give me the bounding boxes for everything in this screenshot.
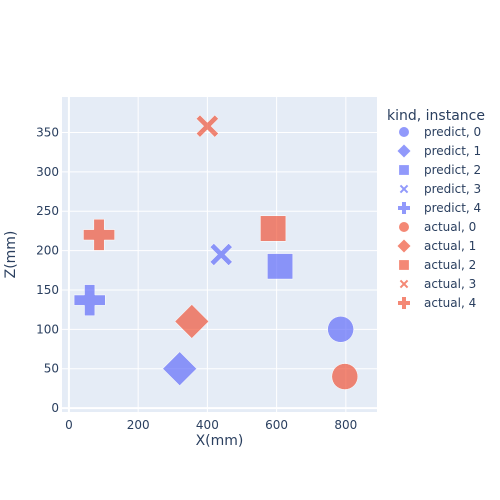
legend-label: predict, 1	[424, 144, 481, 158]
y-tick-label: 350	[36, 125, 59, 139]
legend-swatch	[398, 297, 410, 309]
legend-swatch	[397, 144, 411, 158]
legend-label: actual, 1	[424, 239, 476, 253]
marker-predict-square[interactable]	[267, 253, 294, 280]
legend-item[interactable]: predict, 4	[398, 201, 481, 215]
legend-swatch	[399, 260, 409, 270]
y-tick-label: 100	[36, 322, 59, 336]
legend-swatch	[399, 165, 409, 175]
x-tick-label: 0	[65, 418, 73, 432]
legend-item[interactable]: predict, 2	[399, 163, 481, 177]
x-axis-title: X(mm)	[196, 433, 244, 449]
y-axis-title: Z(mm)	[3, 231, 19, 279]
marker-actual-circle[interactable]	[331, 363, 359, 390]
legend-swatch	[397, 239, 411, 253]
y-tick-label: 150	[36, 283, 59, 297]
legend-item[interactable]: actual, 0	[399, 220, 476, 234]
y-tick-label: 200	[36, 244, 59, 258]
legend-label: actual, 4	[424, 296, 476, 310]
marker-actual-square[interactable]	[260, 215, 287, 242]
marker-predict-circle[interactable]	[327, 316, 354, 343]
legend-item[interactable]: actual, 1	[397, 239, 477, 253]
y-tick-label: 250	[36, 204, 59, 218]
legend-swatch	[399, 279, 409, 289]
legend-label: actual, 0	[424, 220, 476, 234]
legend-item[interactable]: actual, 4	[398, 296, 476, 310]
y-tick-label: 50	[44, 362, 59, 376]
legend-label: predict, 2	[424, 163, 481, 177]
x-tick-label: 200	[127, 418, 150, 432]
legend-swatch	[399, 127, 409, 137]
grid-lines	[62, 97, 377, 412]
legend-swatch	[399, 184, 409, 194]
x-tick-label: 400	[196, 418, 219, 432]
marker-predict-cross[interactable]	[73, 284, 106, 317]
legend-label: predict, 4	[424, 201, 481, 215]
marker-predict-x[interactable]	[209, 243, 233, 266]
y-axis-ticks: 0 50 100 150 200 250 300 350	[36, 125, 59, 415]
legend-swatch	[398, 202, 410, 214]
marker-predict-diamond[interactable]	[162, 351, 197, 386]
legend-item[interactable]: actual, 3	[399, 277, 476, 291]
legend-item[interactable]: predict, 1	[397, 144, 482, 158]
legend-label: predict, 3	[424, 182, 481, 196]
y-tick-label: 300	[36, 165, 59, 179]
legend: kind, instance predict, 0 predict, 1 predi…	[387, 108, 485, 310]
legend-label: actual, 2	[424, 258, 476, 272]
marker-actual-diamond[interactable]	[174, 304, 210, 339]
legend-label: actual, 3	[424, 277, 476, 291]
data-markers	[73, 114, 359, 390]
legend-item[interactable]: predict, 3	[399, 182, 481, 196]
x-tick-label: 600	[265, 418, 288, 432]
marker-actual-cross[interactable]	[83, 218, 115, 251]
x-tick-label: 800	[334, 418, 357, 432]
legend-item[interactable]: actual, 2	[399, 258, 476, 272]
y-tick-label: 0	[51, 401, 59, 415]
x-axis-ticks: 0 200 400 600 800	[65, 418, 357, 432]
legend-title: kind, instance	[387, 108, 485, 124]
legend-item[interactable]: predict, 0	[399, 125, 481, 139]
legend-swatch	[399, 222, 409, 232]
legend-label: predict, 0	[424, 125, 481, 139]
marker-actual-x[interactable]	[195, 114, 219, 138]
